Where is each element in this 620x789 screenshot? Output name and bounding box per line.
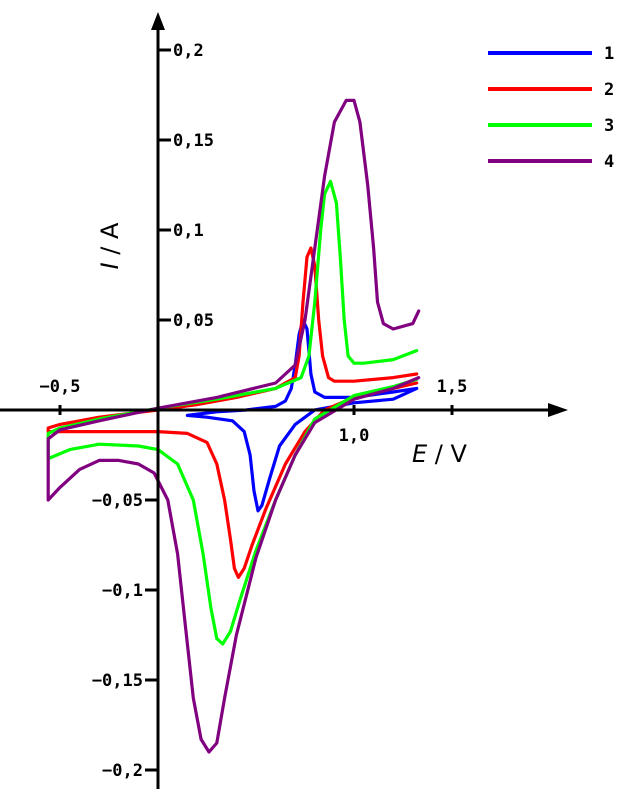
- x-axis-symbol: E: [412, 440, 428, 468]
- x-tick-label: 1,5: [437, 377, 468, 397]
- legend-label-1: 1: [604, 44, 614, 64]
- x-tick-label: 1,0: [339, 426, 370, 446]
- series-4-line: [46, 98, 421, 754]
- x-axis-unit: V: [451, 440, 468, 468]
- series-1-line: [185, 318, 419, 513]
- y-tick-label: 0,05: [173, 311, 214, 331]
- y-axis-separator: /: [96, 239, 124, 262]
- y-tick-label: −0,05: [92, 491, 143, 511]
- legend-label-3: 3: [604, 116, 614, 136]
- y-tick-label: −0,15: [92, 671, 143, 691]
- series-2-line: [46, 246, 419, 580]
- x-axis-separator: /: [427, 440, 450, 468]
- y-tick-label: 0,15: [173, 131, 214, 151]
- x-tick-label: −0,5: [40, 377, 81, 397]
- y-tick-label: −0,1: [102, 581, 143, 601]
- y-axis-title: I / A: [96, 222, 124, 269]
- y-axis-symbol: I: [96, 262, 124, 269]
- tick-layer: −0,5 1,0 1,5 0,2 0,15 0,1 0,05 −0,05 −0,1 −0,15 −0…: [40, 41, 468, 781]
- legend: 1 2 3 4: [488, 44, 614, 172]
- series-layer: [46, 98, 421, 754]
- legend-label-2: 2: [604, 80, 614, 100]
- y-axis-arrow: [151, 12, 165, 30]
- legend-label-4: 4: [604, 152, 614, 172]
- y-tick-label: 0,2: [173, 41, 204, 61]
- x-axis-arrow: [548, 403, 568, 417]
- x-axis-title: E / V: [412, 440, 468, 468]
- y-tick-label: −0,2: [102, 761, 143, 781]
- y-axis-unit: A: [96, 222, 124, 239]
- y-tick-label: 0,1: [173, 221, 204, 241]
